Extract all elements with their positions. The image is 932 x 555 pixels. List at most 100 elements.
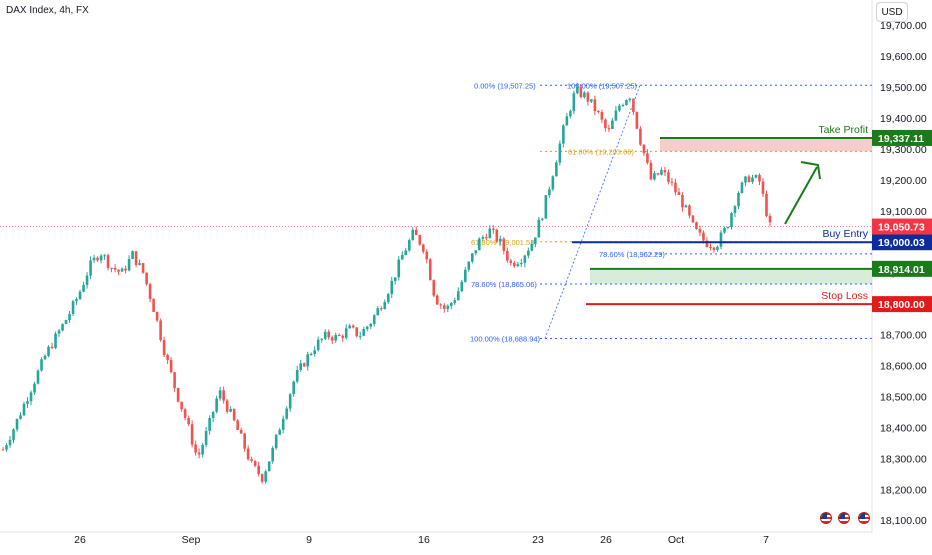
price-axis-badge-label: 19,337.11 (878, 133, 924, 145)
candle-body (435, 295, 439, 305)
candle-body (446, 305, 450, 309)
candle-body (719, 232, 723, 247)
candle-body (232, 409, 236, 421)
candle-body (260, 474, 264, 482)
candle-body (653, 173, 656, 180)
candle-body (344, 328, 348, 338)
candle-body (120, 268, 124, 272)
candle-body (485, 237, 488, 239)
candle-body (737, 192, 740, 207)
candle-body (474, 250, 478, 254)
candle-body (534, 237, 537, 245)
price-axis-badge-label: 18,914.01 (878, 264, 925, 276)
us-flag-icon[interactable] (838, 512, 850, 524)
candle-body (442, 305, 446, 309)
candle-body (632, 98, 635, 112)
candle-body (607, 128, 611, 130)
candle-body (22, 403, 26, 416)
candle-body (544, 195, 548, 219)
price-axis-badge (872, 129, 932, 146)
time-tick-label: 9 (306, 534, 312, 546)
resistance-zone (660, 137, 872, 152)
candle-body (243, 433, 246, 449)
candle-body (124, 268, 127, 271)
trade-level-name: Take Profit (818, 124, 868, 136)
candle-body (386, 294, 390, 303)
price-tick-label: 18,400.00 (880, 422, 927, 434)
candle-body (576, 86, 579, 94)
candle-body (456, 291, 460, 301)
candle-body (705, 240, 709, 248)
candle-body (365, 326, 369, 330)
candle-body (383, 302, 387, 310)
candle-body (495, 229, 499, 242)
candle-body (236, 420, 239, 430)
candle-body (71, 301, 75, 314)
us-flag-icon[interactable] (820, 512, 832, 524)
candle-body (611, 120, 614, 129)
candle-body (393, 277, 397, 281)
candle-body (667, 172, 670, 182)
candle-body (134, 251, 138, 265)
candle-body (758, 175, 761, 182)
fib-level-label: 78.60% (18,865.06) (471, 280, 537, 289)
currency-badge[interactable]: USD (876, 2, 908, 22)
candle-body (355, 327, 359, 337)
candle-body (5, 445, 8, 450)
candle-body (663, 170, 667, 173)
price-axis-badge (872, 234, 932, 251)
candle-body (761, 181, 765, 194)
candle-body (299, 363, 302, 370)
price-tick-label: 18,500.00 (880, 391, 927, 403)
candle-body (593, 99, 597, 111)
price-tick-label: 19,300.00 (880, 144, 927, 156)
candle-body (155, 311, 159, 321)
candle-body (639, 128, 642, 145)
candle-body (527, 250, 530, 256)
candle-body (583, 92, 586, 98)
candle-body (733, 206, 737, 214)
candle-body (54, 333, 57, 349)
candle-body (288, 394, 292, 409)
price-tick-label: 19,700.00 (880, 20, 927, 32)
fib-level-label: 100.00% (18,688.94) (470, 334, 541, 343)
candle-body (586, 92, 590, 102)
candle-body (460, 281, 464, 292)
candle-body (656, 173, 660, 175)
candle-body (169, 359, 173, 373)
candle-body (695, 222, 698, 230)
candle-body (425, 251, 429, 260)
candle-body (523, 255, 527, 264)
candle-body (453, 300, 457, 303)
candle-body (145, 272, 148, 285)
candle-body (372, 315, 376, 324)
candle-body (50, 346, 54, 349)
candle-body (341, 335, 345, 338)
candle-body (597, 110, 600, 113)
candle-body (82, 284, 85, 292)
candle-body (670, 181, 674, 183)
candle-body (449, 302, 453, 306)
price-tick-label: 18,300.00 (880, 453, 927, 465)
candle-body (404, 250, 408, 256)
candle-body (33, 383, 36, 393)
time-tick-label: Sep (182, 534, 201, 546)
candle-body (499, 238, 502, 242)
candle-body (642, 144, 646, 154)
candle-body (85, 275, 89, 285)
price-tick-label: 19,600.00 (880, 51, 927, 63)
symbol-title[interactable]: DAX Index, 4h, FX (6, 5, 89, 16)
candle-body (348, 325, 352, 329)
candle-body (253, 460, 257, 466)
us-flag-icon[interactable] (858, 512, 870, 524)
candle-body (47, 346, 50, 356)
candle-body (464, 269, 467, 282)
candle-body (744, 176, 747, 183)
candle-body (43, 355, 47, 360)
candle-body (765, 193, 768, 216)
time-tick-label: 16 (418, 534, 430, 546)
projection-arrow-head (800, 161, 821, 180)
candle-body (106, 255, 110, 268)
